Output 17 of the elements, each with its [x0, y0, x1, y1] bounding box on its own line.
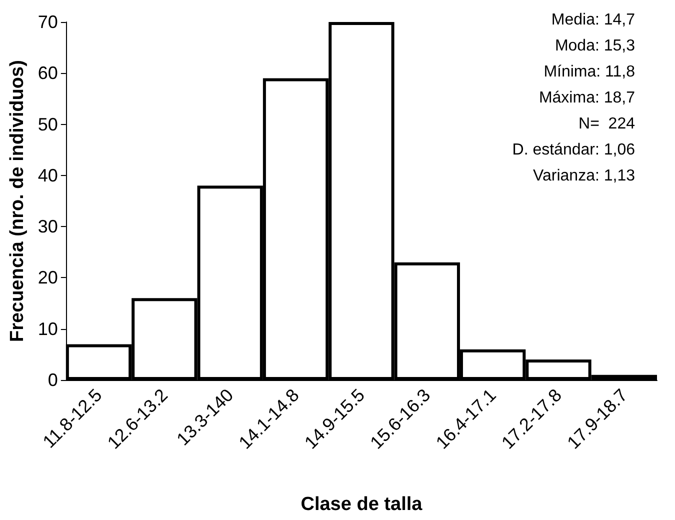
y-tick-label: 60 [38, 63, 58, 84]
y-tick-label: 30 [38, 216, 58, 237]
y-tick-label: 0 [48, 370, 58, 390]
y-tick-label: 50 [38, 114, 58, 134]
annotation: N= 224 [578, 116, 636, 132]
x-axis-title: Clase de talla [300, 494, 423, 515]
annotation: D. estándar: 1,06 [512, 142, 636, 158]
y-tick-label: 20 [38, 268, 58, 288]
annotation: Máxima: 18,7 [538, 90, 636, 106]
annotation: Media: 14,7 [551, 12, 636, 28]
annotation: Mínima: 11,8 [544, 64, 636, 80]
y-axis-title: Frecuencia (nro. de individuos) [7, 60, 28, 342]
annotation: Varianza: 1,13 [533, 168, 636, 184]
annotation: Moda: 15,3 [554, 38, 636, 54]
y-tick-label: 10 [38, 318, 58, 339]
y-tick-label: 70 [38, 12, 58, 32]
y-tick-label: 40 [38, 165, 58, 186]
